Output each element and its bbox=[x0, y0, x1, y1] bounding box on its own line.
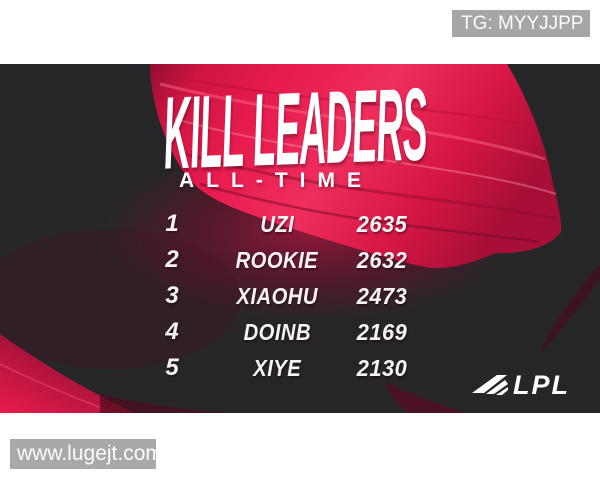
leaderboard-row: 5 XIYE 2130 bbox=[127, 350, 427, 386]
poster-subtitle: ALL-TIME bbox=[179, 169, 373, 192]
leaderboard-row: 3 XIAOHU 2473 bbox=[127, 278, 427, 314]
lpl-logo: LPL bbox=[472, 370, 570, 400]
leaderboard: 1 UZI 2635 2 ROOKIE 2632 3 XIAOHU 2473 4… bbox=[127, 206, 427, 386]
red-brush-background bbox=[0, 64, 600, 413]
kills-cell: 2635 bbox=[356, 210, 408, 237]
player-cell: UZI bbox=[260, 210, 294, 237]
kills-cell: 2169 bbox=[356, 318, 408, 345]
rank-cell: 5 bbox=[165, 354, 179, 381]
player-cell: XIYE bbox=[253, 354, 301, 381]
lpl-logo-text: LPL bbox=[513, 370, 570, 400]
lpl-logo-icon bbox=[472, 375, 508, 395]
leaderboard-row: 2 ROOKIE 2632 bbox=[127, 242, 427, 278]
kills-cell: 2130 bbox=[356, 354, 408, 381]
kill-leaders-poster: KILL LEADERS ALL-TIME 1 UZI 2635 2 ROOKI… bbox=[0, 64, 600, 413]
rank-cell: 2 bbox=[165, 246, 179, 273]
rank-cell: 1 bbox=[165, 210, 179, 237]
kills-cell: 2473 bbox=[356, 282, 408, 309]
site-watermark: www.lugejt.com bbox=[10, 439, 156, 469]
leaderboard-row: 4 DOINB 2169 bbox=[127, 314, 427, 350]
rank-cell: 3 bbox=[165, 282, 179, 309]
poster-title: KILL LEADERS bbox=[0, 67, 600, 191]
player-cell: XIAOHU bbox=[236, 282, 318, 309]
kills-cell: 2632 bbox=[356, 246, 408, 273]
leaderboard-row: 1 UZI 2635 bbox=[127, 206, 427, 242]
telegram-watermark: TG: MYYJJPP bbox=[452, 10, 590, 37]
player-cell: ROOKIE bbox=[235, 246, 319, 273]
player-cell: DOINB bbox=[243, 318, 311, 345]
rank-cell: 4 bbox=[165, 318, 179, 345]
